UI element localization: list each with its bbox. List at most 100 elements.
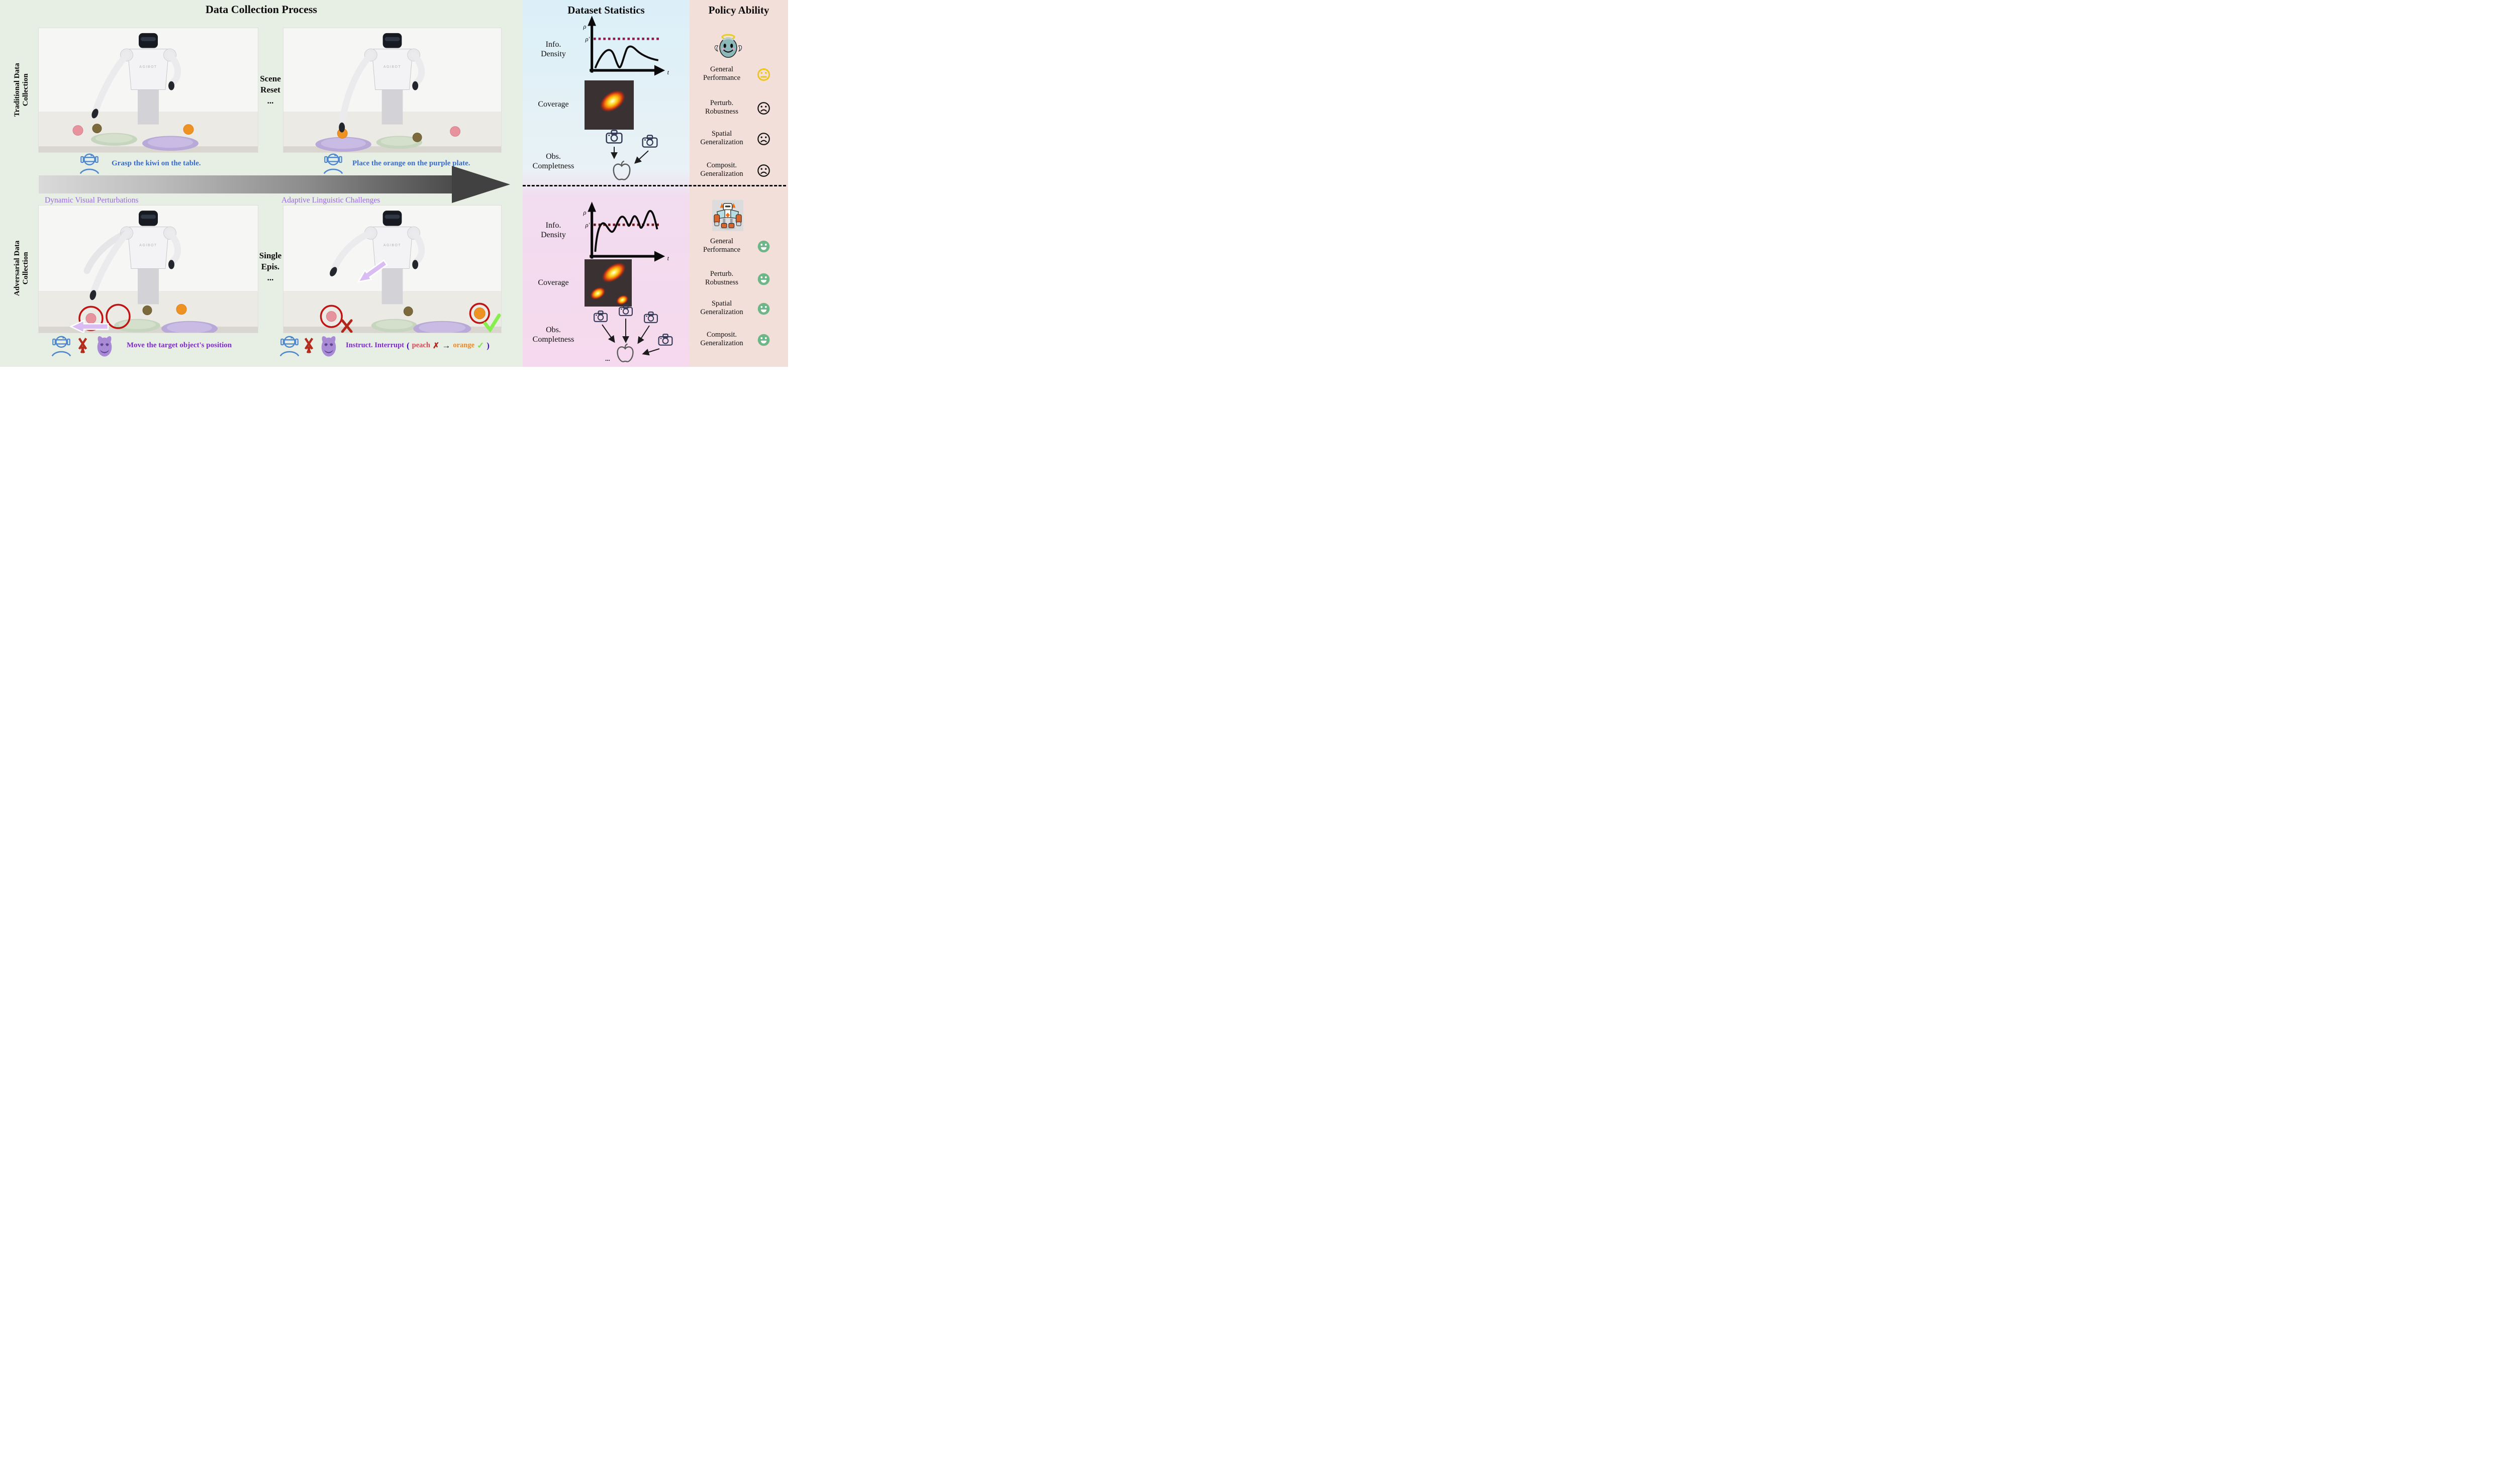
happy-face-icon xyxy=(756,239,771,254)
photo-traditional-grasp xyxy=(39,28,258,152)
policy-row-perturb-robustness: Perturb. Robustness xyxy=(691,270,753,287)
camera-icon xyxy=(658,333,673,346)
happy-face-icon xyxy=(756,302,771,316)
label-line: Composit. xyxy=(706,161,737,169)
cut-communication-icon xyxy=(302,337,316,354)
coverage-label-adversarial: Coverage xyxy=(523,278,584,288)
label-line: Generalization xyxy=(700,339,743,348)
label-line: Coverage xyxy=(538,100,569,109)
caption-row-place: Place the orange on the purple plate. xyxy=(323,152,470,174)
label-line: Robustness xyxy=(705,278,739,287)
info-density-label-adversarial: Info. Density xyxy=(523,221,584,240)
caption-grasp-text: Grasp the kiwi on the table. xyxy=(112,159,201,167)
timeline-arrow-body xyxy=(39,175,453,193)
single-episode-line: Single xyxy=(259,251,282,260)
photo-adversarial-interrupt xyxy=(283,206,501,333)
caption-interrupt-prefix: Instruct. Interrupt xyxy=(346,341,404,349)
coverage-heatmap-traditional xyxy=(585,80,634,130)
row-label-adversarial: Adversarial Data Collection xyxy=(13,218,30,319)
neutral-face-icon xyxy=(756,67,771,82)
sad-face-icon xyxy=(756,132,771,146)
photo-place-scene xyxy=(283,28,501,152)
camera-view-arrow xyxy=(634,150,649,164)
rho-axis-label: ρ xyxy=(583,209,586,216)
caption-move-text: Move the target object's position xyxy=(127,341,232,349)
label-line: Completness xyxy=(532,335,574,344)
caption-row-interrupt: Instruct. Interrupt ( peach ✗ → orange ✓… xyxy=(279,334,490,357)
timeline-arrow-head xyxy=(452,166,510,203)
caption-row-grasp: Grasp the kiwi on the table. xyxy=(79,152,201,174)
density-curve xyxy=(594,210,658,252)
replace-arrow: → xyxy=(442,340,451,350)
sad-face-icon xyxy=(756,101,771,116)
devil-icon xyxy=(318,334,339,357)
more-cameras-ellipsis: ... xyxy=(605,355,610,362)
label-line: Obs. xyxy=(546,152,561,161)
photo-adversarial-perturb xyxy=(39,206,258,333)
rho-axis-label: ρ xyxy=(583,23,586,30)
label-line: Composit. xyxy=(706,331,737,339)
vr-operator-icon xyxy=(79,152,100,174)
camera-view-arrow xyxy=(637,325,650,344)
label-line: Performance xyxy=(703,246,741,254)
label-line: Density xyxy=(541,49,566,58)
label-line: Generalization xyxy=(700,308,743,317)
obs-completeness-graphic-traditional xyxy=(606,130,658,180)
scene-reset-line: Scene xyxy=(260,74,281,83)
right-mark: ✓ xyxy=(477,340,485,350)
red-circle-annotation xyxy=(78,306,104,331)
stats-title: Dataset Statistics xyxy=(567,4,645,16)
policy-row-composit-generalization: Composit. Generalization xyxy=(691,331,753,348)
label-line: Spatial xyxy=(711,130,732,138)
camera-icon xyxy=(644,311,658,323)
photo-grasp-scene xyxy=(39,28,258,152)
label-line: Completness xyxy=(532,161,574,170)
label-line: Obs. xyxy=(546,326,561,334)
info-density-plot-adversarial: ρ ρ' t xyxy=(583,202,669,262)
single-episode-note: Single Epis. ... xyxy=(257,250,283,283)
red-circle-annotation xyxy=(320,305,343,328)
policy-row-general-performance: General Performance xyxy=(691,237,753,254)
row-label-line: Traditional Data xyxy=(13,63,22,117)
caption-paren-close: ) xyxy=(487,340,490,350)
panel-dataset-statistics: Dataset Statistics Info. Density ρ ρ' t … xyxy=(523,0,690,367)
scene-reset-ellipsis: ... xyxy=(267,96,274,106)
move-direction-arrow xyxy=(69,319,109,333)
label-line: Density xyxy=(541,230,566,239)
info-density-label-traditional: Info. Density xyxy=(523,40,584,59)
label-line: Robustness xyxy=(705,108,739,116)
photo-interrupt-scene xyxy=(283,206,501,333)
camera-icon xyxy=(619,304,633,316)
red-circle-annotation xyxy=(106,304,131,329)
camera-view-arrow xyxy=(602,324,615,343)
panel-data-collection-process: Data Collection Process Traditional Data… xyxy=(0,0,523,367)
label-line: Generalization xyxy=(700,138,743,147)
t-axis-label: t xyxy=(667,69,669,76)
label-line: Perturb. xyxy=(710,270,734,278)
single-episode-line: Epis. xyxy=(261,262,280,272)
scene-reset-line: Reset xyxy=(260,85,280,95)
caption-paren-open: ( xyxy=(407,340,410,350)
vr-operator-icon xyxy=(51,335,71,357)
rho-threshold-label: ρ' xyxy=(585,36,590,43)
traditional-adversarial-divider xyxy=(523,185,786,186)
caption-wrong-word: peach xyxy=(412,341,430,349)
obs-completeness-graphic-adversarial: ... xyxy=(594,304,673,362)
policy-row-spatial-generalization: Spatial Generalization xyxy=(691,130,753,147)
row-label-line: Collection xyxy=(22,252,30,285)
policy-title: Policy Ability xyxy=(708,4,769,16)
density-curve xyxy=(594,45,659,69)
camera-icon xyxy=(594,310,608,322)
wrong-mark: ✗ xyxy=(432,341,440,350)
caption-place-text: Place the orange on the purple plate. xyxy=(352,159,470,167)
coverage-label-traditional: Coverage xyxy=(523,100,584,110)
scene-reset-note: Scene Reset ... xyxy=(257,73,283,107)
happy-face-icon xyxy=(756,272,771,286)
policy-row-perturb-robustness: Perturb. Robustness xyxy=(691,99,753,116)
subtitle-visual-perturbations: Dynamic Visual Perturbations xyxy=(45,196,139,205)
label-line: Perturb. xyxy=(710,99,734,107)
photo-perturb-scene xyxy=(39,206,258,333)
devil-icon xyxy=(94,334,115,357)
rho-threshold-label: ρ' xyxy=(585,222,590,229)
label-line: Info. xyxy=(545,221,561,230)
